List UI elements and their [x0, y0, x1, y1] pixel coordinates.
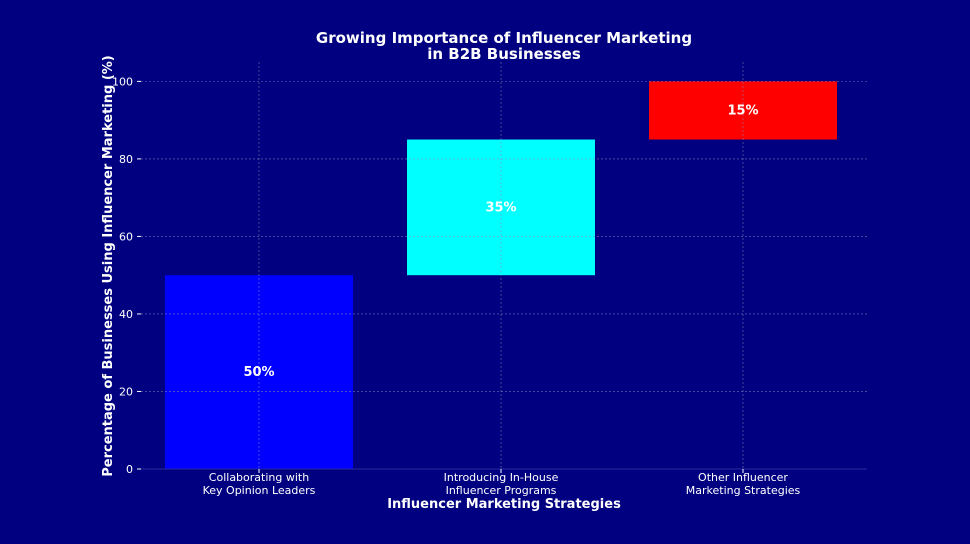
x-tick-label-3: Other Influencer Marketing Strategies	[686, 471, 801, 497]
y-tick-label-100: 100	[112, 75, 133, 88]
y-tick-label-0: 0	[126, 463, 133, 476]
data-label-2: 35%	[485, 200, 516, 215]
y-tick-label-60: 60	[119, 230, 133, 243]
x-tick-label-line: Marketing Strategies	[686, 484, 801, 497]
data-label-3: 15%	[727, 103, 758, 118]
y-tick-label-20: 20	[119, 385, 133, 398]
x-tick-label-line: Key Opinion Leaders	[203, 484, 316, 497]
y-tick-label-40: 40	[119, 308, 133, 321]
chart-title-line-1: Growing Importance of Influencer Marketi…	[316, 29, 692, 47]
x-tick-label-line: Other Influencer	[698, 471, 788, 484]
x-tick-label-line: Introducing In-House	[444, 471, 559, 484]
data-label-1: 50%	[243, 365, 274, 380]
x-tick-label-1: Collaborating with Key Opinion Leaders	[203, 471, 316, 497]
y-axis-label: Percentage of Businesses Using Influence…	[101, 55, 116, 477]
plot-area: 0 20 40 60 80 100 Collaborating with Key Opinio…	[112, 62, 867, 497]
y-tick-label-80: 80	[119, 153, 133, 166]
chart-title-line-2: in B2B Businesses	[427, 45, 581, 63]
x-axis-label: Influencer Marketing Strategies	[387, 497, 621, 512]
x-tick-label-2: Introducing In-House Influencer Programs	[444, 471, 559, 497]
x-tick-label-line: Collaborating with	[209, 471, 309, 484]
x-tick-label-line: Influencer Programs	[446, 484, 557, 497]
